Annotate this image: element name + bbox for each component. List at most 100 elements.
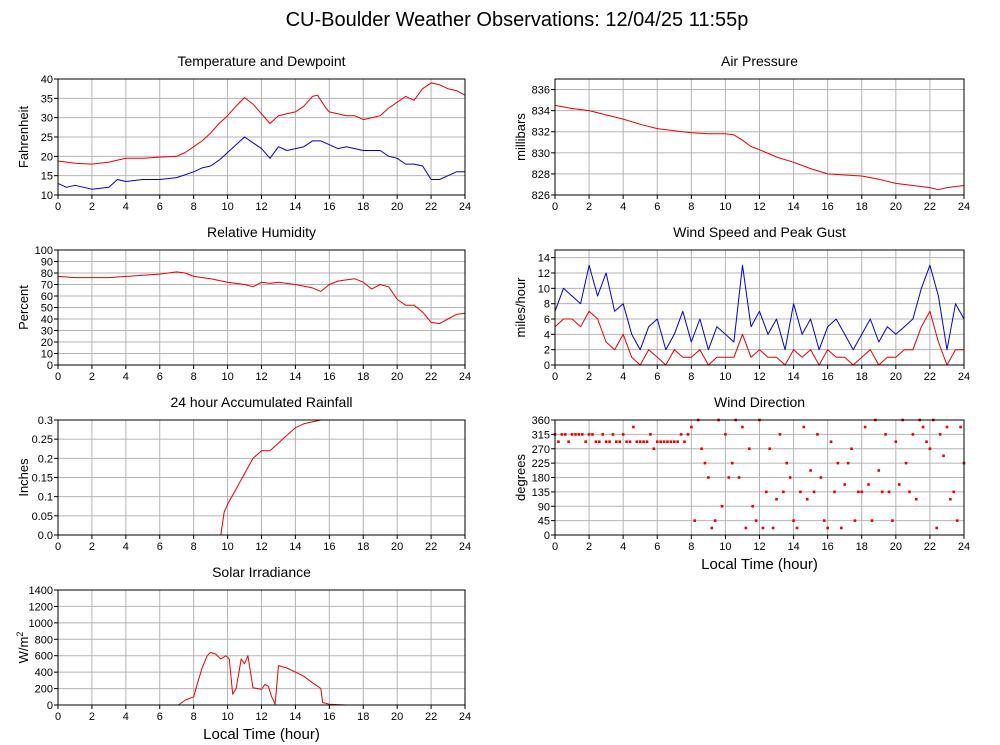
data-point (724, 433, 727, 436)
x-tick-label: 20 (391, 711, 403, 723)
x-tick-label: 22 (425, 201, 437, 213)
x-tick-label: 16 (323, 371, 335, 383)
x-tick-label: 12 (753, 541, 765, 553)
x-tick-label: 8 (191, 711, 197, 723)
data-point (625, 440, 628, 444)
series-line-1 (58, 651, 465, 706)
x-tick-label: 16 (323, 201, 335, 213)
x-tick-label: 0 (552, 371, 558, 383)
data-point (809, 469, 812, 472)
y-tick-label: 30 (41, 326, 53, 338)
y-tick-label: 40 (41, 74, 53, 86)
x-tick-label: 22 (924, 201, 936, 213)
x-tick-label: 14 (289, 201, 301, 213)
y-tick-label: 0 (47, 360, 53, 372)
data-point (911, 433, 915, 436)
x-tick-label: 2 (89, 541, 95, 553)
data-point (785, 461, 789, 465)
x-tick-label: 0 (55, 711, 61, 723)
x-tick-label: 10 (719, 371, 731, 383)
data-point (959, 425, 962, 429)
y-tick-label: 40 (41, 314, 53, 326)
data-point (857, 490, 860, 494)
data-point (884, 433, 887, 436)
data-point (577, 433, 581, 436)
x-tick-label: 18 (357, 711, 369, 723)
x-tick-label: 6 (157, 711, 163, 723)
x-tick-label: 4 (620, 201, 626, 213)
x-tick-label: 8 (688, 201, 694, 213)
data-point (676, 440, 679, 444)
x-tick-label: 24 (459, 541, 471, 553)
x-tick-label: 20 (391, 201, 403, 213)
y-tick-label: 828 (532, 169, 550, 181)
x-tick-label: 6 (654, 541, 660, 553)
x-tick-label: 10 (221, 201, 233, 213)
x-tick-label: 6 (157, 541, 163, 553)
series-line-1 (554, 104, 965, 191)
y-tick-label: 0.05 (32, 511, 53, 523)
data-point (744, 526, 748, 530)
x-tick-label: 6 (157, 201, 163, 213)
series-line-1 (57, 271, 466, 325)
x-tick-label: 2 (586, 541, 592, 553)
y-tick-label: 135 (532, 487, 550, 499)
chart-title: Wind Direction (714, 394, 805, 410)
x-tick-label: 4 (123, 541, 129, 553)
y-tick-label: 8 (544, 299, 550, 311)
y-tick-label: 0 (544, 360, 550, 372)
x-tick-label: 14 (289, 541, 301, 553)
y-tick-label: 80 (41, 268, 53, 280)
data-point (802, 425, 806, 429)
x-tick-label: 18 (357, 541, 369, 553)
chart-title: 24 hour Accumulated Rainfall (170, 394, 352, 410)
data-point (710, 526, 714, 530)
data-point (700, 447, 703, 451)
series-line-1 (554, 264, 965, 351)
data-point (778, 433, 782, 436)
data-point (938, 433, 942, 436)
data-point (683, 440, 686, 444)
data-point (840, 526, 843, 530)
data-point (598, 440, 601, 444)
x-tick-label: 24 (958, 201, 970, 213)
data-point (730, 461, 734, 465)
series-line-2 (57, 136, 465, 190)
data-point (782, 490, 785, 494)
data-point (833, 490, 836, 494)
x-tick-label: 14 (787, 201, 799, 213)
x-tick-label: 24 (958, 371, 970, 383)
y-tick-label: 0.3 (38, 415, 53, 427)
x-tick-label: 24 (459, 371, 471, 383)
x-tick-label: 4 (123, 201, 129, 213)
x-tick-label: 8 (688, 371, 694, 383)
y-tick-label: 35 (41, 93, 53, 105)
x-tick-label: 22 (924, 541, 936, 553)
data-point (580, 433, 584, 436)
series-line-1 (58, 419, 465, 536)
y-tick-label: 832 (532, 127, 550, 139)
data-point (601, 433, 605, 436)
data-point (792, 519, 795, 522)
y-tick-label: 360 (532, 415, 550, 427)
y-axis-label: miles/hour (513, 277, 528, 338)
data-point (649, 433, 652, 436)
y-tick-label: 0.15 (32, 473, 53, 485)
y-tick-label: 800 (35, 634, 53, 646)
y-tick-label: 836 (532, 85, 550, 97)
y-tick-label: 10 (538, 283, 550, 295)
x-tick-label: 14 (289, 371, 301, 383)
x-tick-label: 6 (654, 371, 660, 383)
x-tick-label: 10 (719, 541, 731, 553)
x-tick-label: 24 (459, 711, 471, 723)
y-tick-label: 90 (41, 257, 53, 269)
x-tick-label: 0 (552, 541, 558, 553)
data-point (812, 490, 816, 494)
data-point (925, 440, 928, 444)
data-point (632, 425, 635, 429)
x-tick-label: 2 (586, 201, 592, 213)
